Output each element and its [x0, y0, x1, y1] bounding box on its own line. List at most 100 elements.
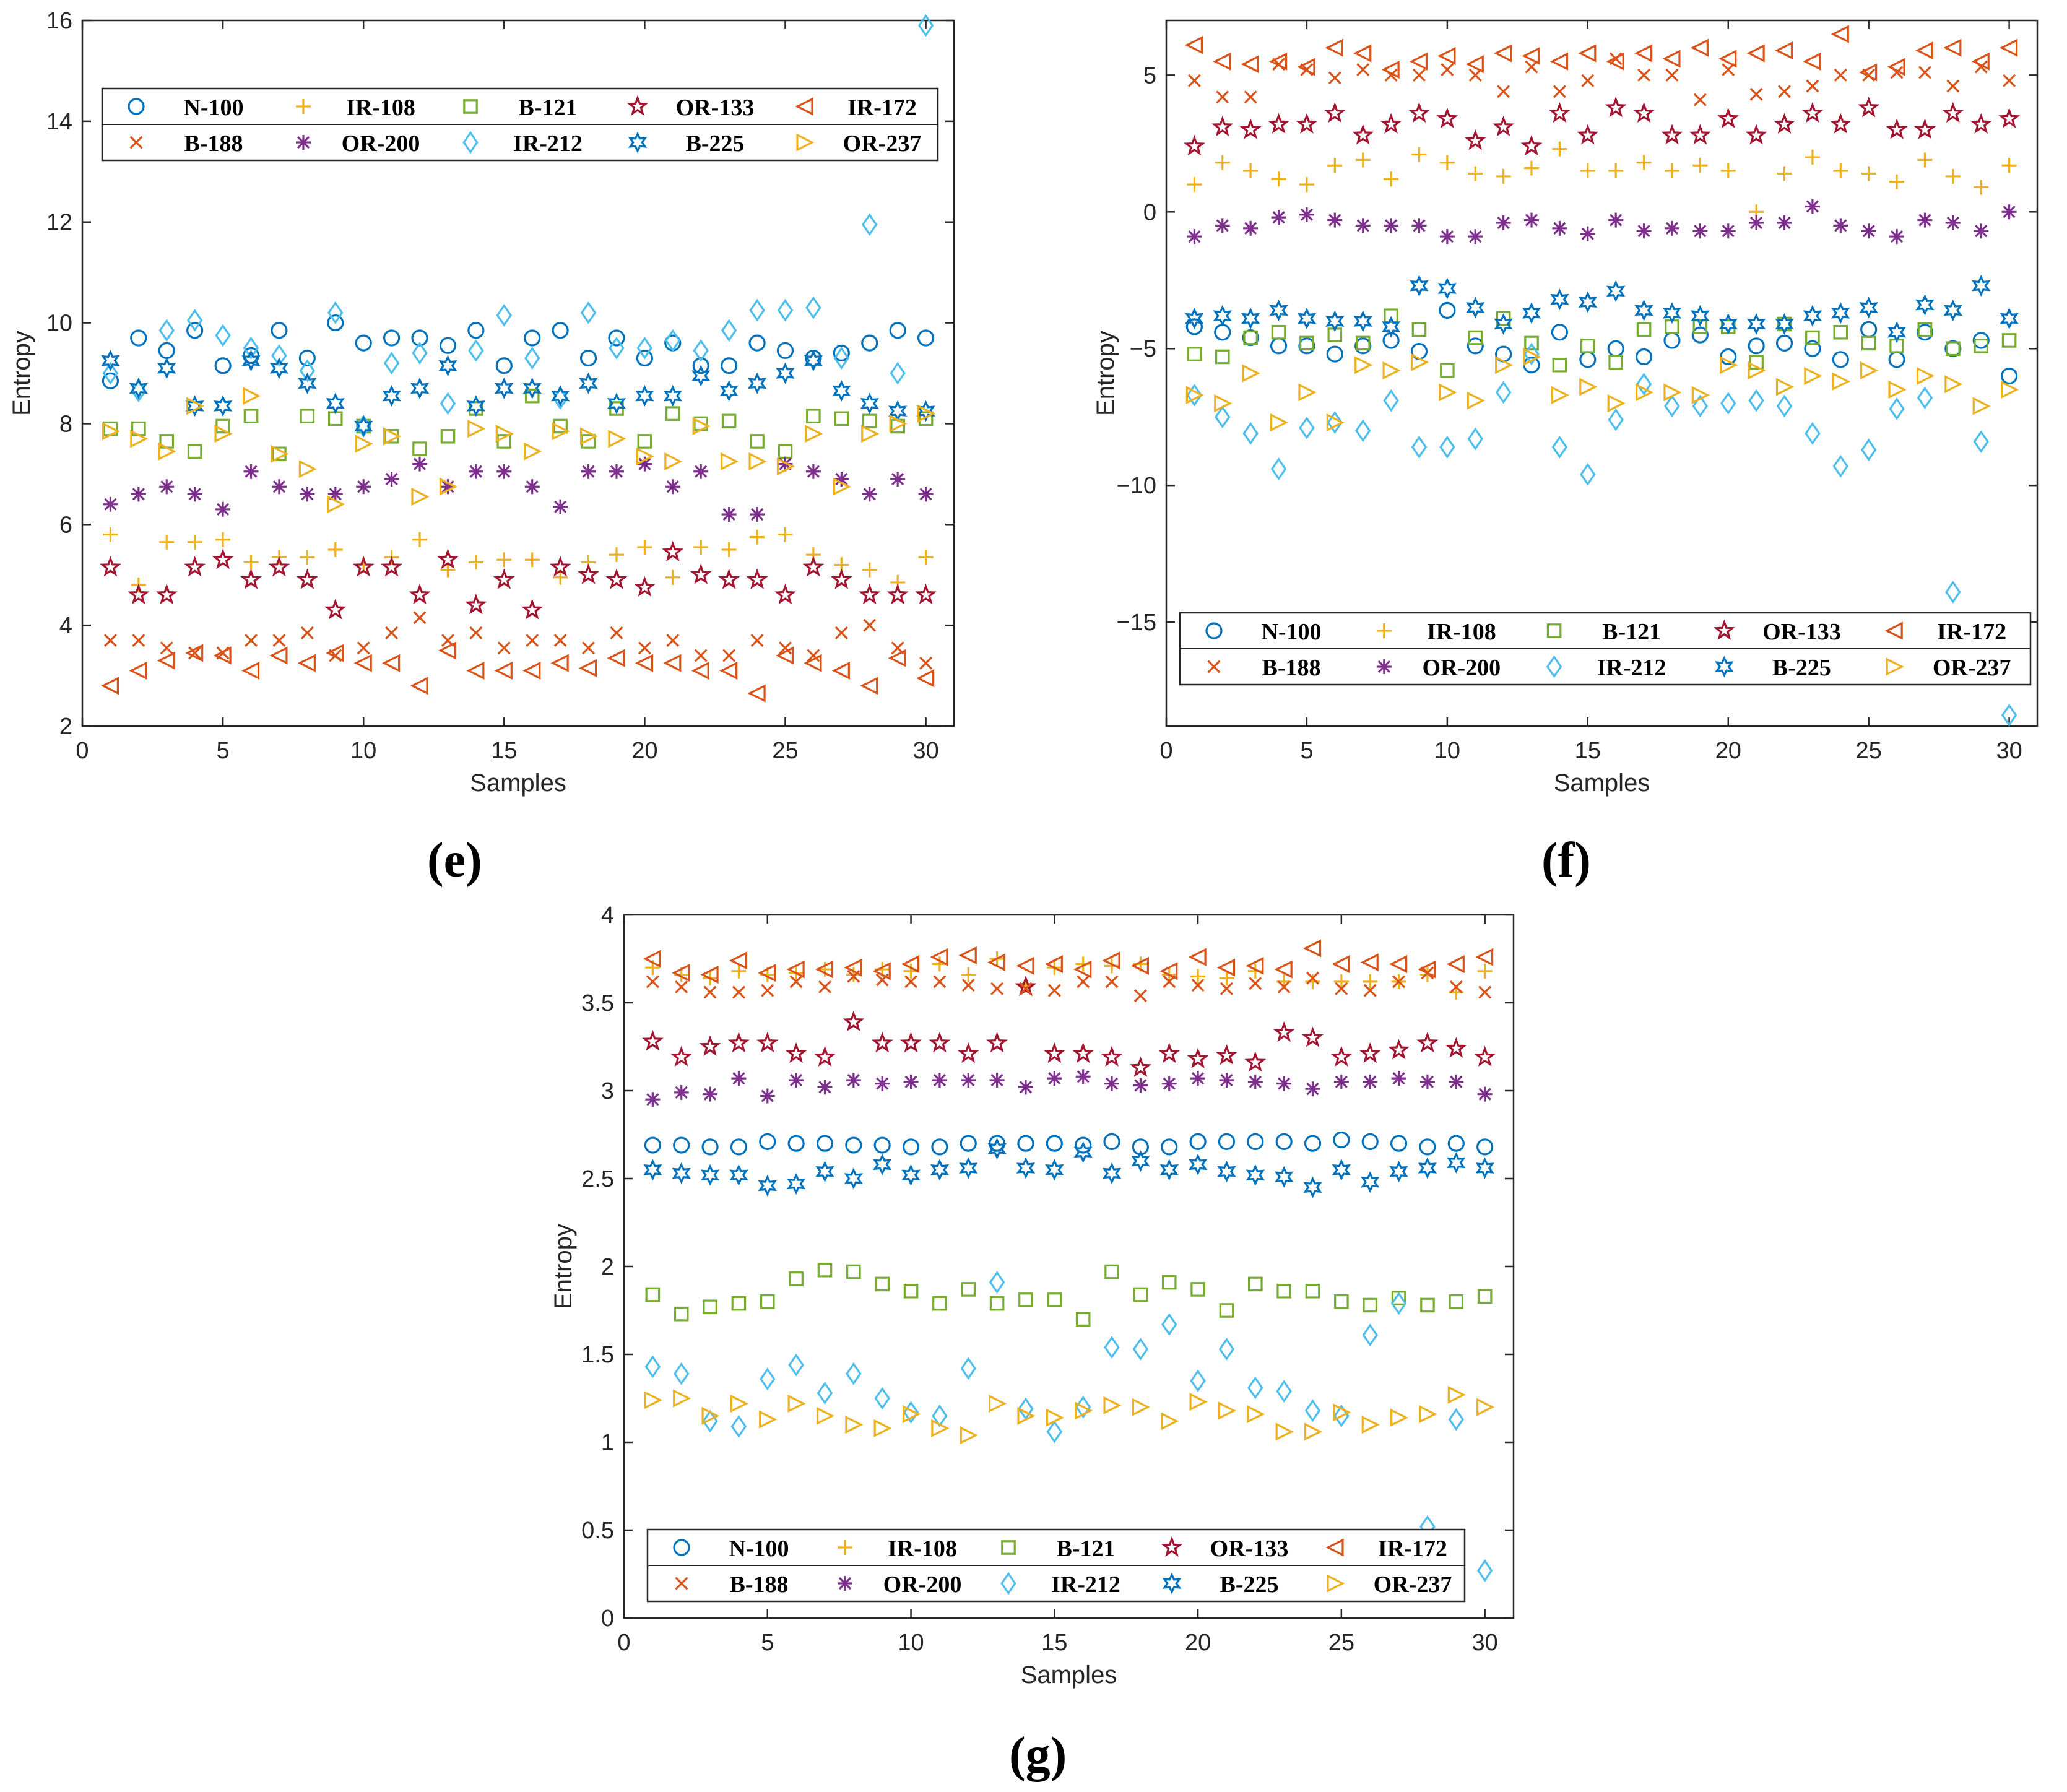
point-B-188 [847, 969, 860, 983]
point-OR-133 [929, 1031, 951, 1053]
point-OR-200 [1419, 1074, 1435, 1089]
point-IR-212 [1247, 1376, 1263, 1400]
point-IR-212 [2001, 703, 2017, 727]
legend-label: B-188 [1262, 655, 1321, 681]
point-B-188 [1077, 975, 1090, 989]
series-IR-212 [1186, 342, 2017, 727]
legend-label: IR-108 [888, 1536, 957, 1562]
panel-label-e: (e) [427, 833, 482, 888]
point-OR-200 [215, 501, 231, 517]
point-OR-200 [1449, 1074, 1464, 1089]
point-OR-133 [1352, 124, 1374, 145]
point-IR-108 [862, 562, 877, 578]
point-OR-200 [1276, 1076, 1292, 1091]
point-IR-212 [1945, 581, 1961, 604]
point-IR-172 [815, 960, 834, 979]
point-B-121 [1161, 1275, 1177, 1290]
point-B-121 [645, 1287, 661, 1302]
legend-label: OR-237 [843, 131, 922, 157]
point-IR-108 [1720, 163, 1736, 179]
point-OR-237 [130, 430, 149, 448]
point-N-100 [787, 1135, 805, 1152]
point-OR-237 [989, 1394, 1007, 1413]
point-IR-212 [580, 301, 597, 324]
point-N-100 [845, 1136, 862, 1154]
point-B-188 [553, 634, 567, 647]
point-IR-172 [157, 651, 175, 670]
legend-marker-OR-237 [1327, 1574, 1345, 1593]
series-OR-133 [99, 540, 937, 620]
point-IR-212 [1046, 1420, 1063, 1444]
point-OR-133 [184, 556, 206, 577]
legend-marker-OR-200 [296, 135, 311, 150]
point-OR-200 [693, 464, 709, 479]
point-N-100 [1390, 1135, 1408, 1152]
point-IR-108 [1524, 160, 1540, 176]
point-OR-200 [1355, 218, 1371, 233]
point-OR-133 [324, 599, 347, 620]
point-IR-212 [1495, 381, 1512, 404]
point-OR-133 [899, 1031, 922, 1053]
point-OR-133 [727, 1031, 750, 1053]
point-IR-172 [635, 654, 653, 672]
point-IR-212 [1132, 1338, 1149, 1361]
point-OR-133 [1043, 1042, 1065, 1063]
point-OR-200 [1391, 1071, 1406, 1086]
point-IR-108 [524, 552, 540, 568]
point-B-225 [672, 1162, 691, 1185]
point-OR-200 [524, 479, 540, 495]
point-OR-133 [843, 1010, 865, 1032]
point-B-121 [1133, 1287, 1148, 1302]
point-N-100 [917, 329, 935, 347]
point-IR-172 [185, 644, 204, 662]
point-IR-212 [1161, 1313, 1177, 1336]
point-OR-200 [496, 464, 512, 479]
point-B-121 [665, 406, 680, 421]
point-N-100 [1419, 1138, 1436, 1156]
point-B-188 [990, 982, 1004, 995]
point-IR-212 [1390, 1292, 1407, 1315]
panel-label-f: (f) [1541, 833, 1591, 888]
point-B-225 [832, 379, 851, 402]
point-OR-133 [465, 594, 487, 615]
legend-label: OR-133 [1762, 619, 1841, 645]
point-B-121 [961, 1282, 976, 1297]
series-B-121 [1187, 308, 2017, 378]
point-IR-108 [103, 527, 118, 542]
point-IR-212 [1776, 394, 1793, 418]
point-IR-172 [1718, 50, 1737, 68]
series-IR-108 [645, 951, 1493, 1000]
point-IR-172 [663, 654, 682, 672]
point-OR-200 [890, 472, 906, 487]
point-IR-172 [987, 953, 1006, 972]
y-tick-label: 14 [46, 109, 72, 135]
point-B-188 [216, 646, 230, 660]
point-B-121 [932, 1296, 947, 1311]
point-IR-172 [1690, 38, 1709, 57]
point-IR-212 [1467, 427, 1484, 451]
legend-label: IR-212 [1051, 1572, 1120, 1598]
legend-label: OR-200 [883, 1572, 962, 1598]
y-tick-label: −10 [1117, 473, 1156, 499]
point-B-225 [987, 1138, 1007, 1160]
point-IR-172 [1915, 41, 1934, 60]
point-IR-212 [1186, 383, 1203, 407]
point-IR-108 [1468, 166, 1483, 181]
point-IR-172 [1774, 41, 1793, 60]
point-B-225 [129, 377, 149, 399]
legend-marker-IR-212 [462, 131, 479, 154]
legend-label: OR-133 [1210, 1536, 1289, 1562]
point-B-121 [903, 1283, 919, 1299]
legend-marker-B-225 [628, 131, 648, 154]
point-B-121 [817, 1262, 833, 1278]
point-IR-172 [1887, 58, 1905, 76]
point-B-225 [1325, 310, 1345, 332]
point-OR-133 [670, 1045, 693, 1067]
point-OR-237 [917, 404, 936, 423]
point-B-188 [807, 649, 820, 662]
point-OR-237 [1275, 1422, 1294, 1441]
point-B-188 [778, 641, 792, 655]
point-IR-108 [1299, 177, 1314, 193]
point-N-100 [730, 1138, 748, 1156]
